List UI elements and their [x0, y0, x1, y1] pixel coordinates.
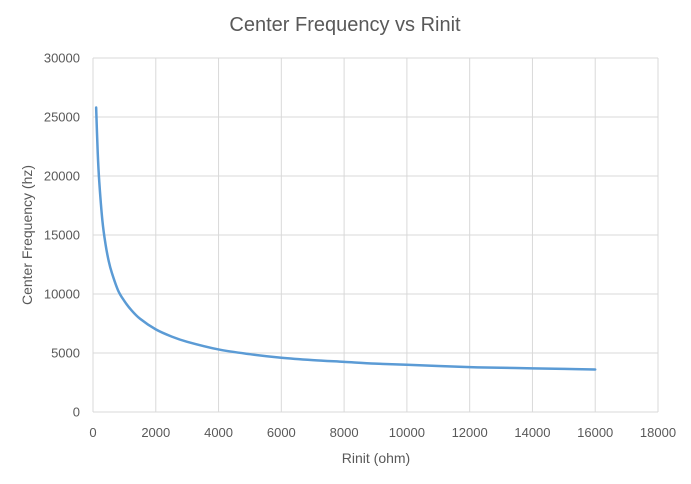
x-tick-label: 12000 — [452, 425, 488, 440]
data-point — [468, 366, 470, 368]
x-tick-labels: 0 2000 4000 6000 8000 10000 12000 14000 16000 180… — [89, 425, 676, 440]
data-point — [155, 328, 157, 330]
data-point — [117, 289, 119, 291]
data-point — [312, 359, 314, 361]
data-point — [406, 364, 408, 366]
data-point — [249, 353, 251, 355]
x-tick-label: 2000 — [141, 425, 170, 440]
x-gridlines — [92, 58, 659, 412]
y-tick-label: 20000 — [44, 169, 80, 184]
data-point — [280, 357, 282, 359]
data-point — [97, 151, 99, 153]
data-point — [374, 362, 376, 364]
y-tick-label: 0 — [73, 405, 80, 420]
data-point — [217, 348, 219, 350]
data-point — [563, 368, 565, 370]
data-point — [500, 367, 502, 369]
data-point — [170, 335, 172, 337]
data-point — [95, 106, 97, 108]
x-tick-label: 16000 — [577, 425, 613, 440]
data-point — [531, 367, 533, 369]
x-tick-label: 18000 — [640, 425, 676, 440]
y-tick-label: 25000 — [44, 110, 80, 125]
chart-title: Center Frequency vs Rinit — [229, 14, 461, 36]
y-gridlines — [93, 57, 658, 413]
x-axis-label: Rinit (ohm) — [342, 450, 410, 466]
data-point — [107, 260, 109, 262]
data-point — [139, 318, 141, 320]
data-point — [123, 300, 125, 302]
y-tick-labels: 0 5000 10000 15000 20000 25000 30000 — [44, 51, 80, 420]
data-point — [101, 220, 103, 222]
x-tick-label: 0 — [89, 425, 96, 440]
x-tick-label: 4000 — [204, 425, 233, 440]
data-point — [594, 368, 596, 370]
x-tick-label: 14000 — [514, 425, 550, 440]
y-tick-label: 15000 — [44, 228, 80, 243]
y-tick-label: 10000 — [44, 287, 80, 302]
x-tick-label: 6000 — [267, 425, 296, 440]
data-point — [104, 243, 106, 245]
data-point — [129, 308, 131, 310]
data-point — [186, 341, 188, 343]
data-point — [343, 361, 345, 363]
data-point — [437, 365, 439, 367]
y-tick-label: 30000 — [44, 51, 80, 66]
x-tick-label: 8000 — [330, 425, 359, 440]
data-point — [98, 181, 100, 183]
series-line — [94, 106, 597, 371]
y-axis-label: Center Frequency (hz) — [19, 165, 35, 305]
x-tick-label: 10000 — [389, 425, 425, 440]
y-tick-label: 5000 — [51, 346, 80, 361]
data-point — [111, 272, 113, 274]
